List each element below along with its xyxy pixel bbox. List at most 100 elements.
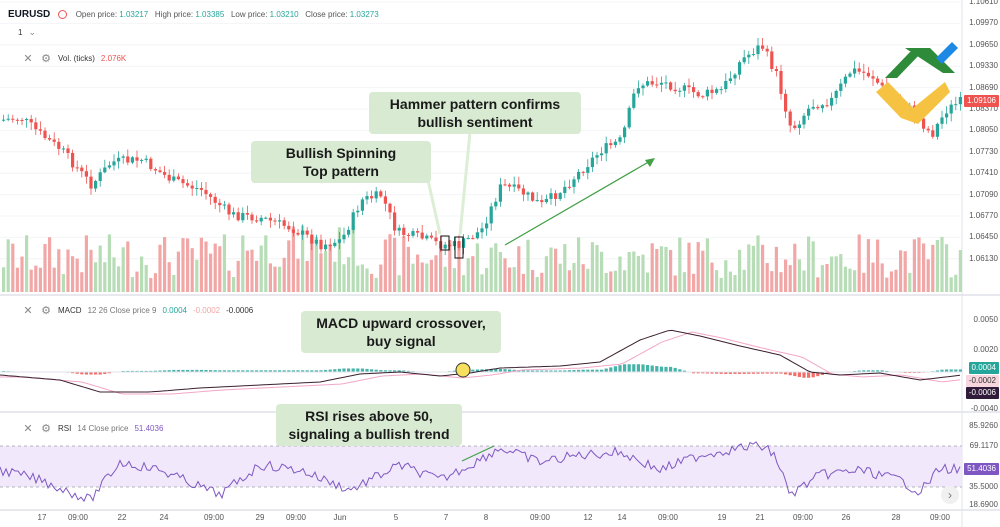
current-price-tag: 1.09106 (964, 95, 999, 107)
gear-icon[interactable]: ⚙ (41, 422, 51, 435)
price-tick-label: 1.07730 (969, 146, 998, 156)
price-tick-label: 1.06130 (969, 253, 998, 263)
macd-callout-line-1: MACD upward crossover, (316, 315, 486, 331)
gear-icon[interactable]: ⚙ (41, 52, 51, 65)
time-tick-label: 5 (393, 513, 399, 522)
spinning-callout-line-2: Top pattern (303, 163, 379, 179)
close-icon[interactable]: ✕ (23, 422, 33, 435)
price-tick-label: 1.09970 (969, 18, 998, 28)
price-tick-label: 1.06770 (969, 211, 998, 220)
spinning-top-callout: Bullish Spinning Top pattern (251, 141, 431, 183)
macd-value-2: -0.0002 (192, 305, 221, 315)
rsi-label: RSI (58, 423, 72, 433)
chevron-down-icon: ⌄ (28, 27, 36, 37)
low-value: 1.03210 (269, 10, 299, 19)
rsi-tick-label: 69.1170 (969, 441, 998, 450)
rsi-tick-label: 18.6900 (969, 500, 998, 509)
rsi-callout-line-1: RSI rises above 50, (305, 408, 433, 424)
macd-callout: MACD upward crossover, buy signal (301, 311, 501, 353)
rsi-plot (0, 441, 962, 503)
volume-label: Vol. (ticks) (58, 53, 95, 63)
time-tick-label: 09:00 (67, 513, 89, 522)
time-tick-label: 7 (443, 513, 449, 522)
volume-legend: ✕ ⚙ Vol. (ticks) 2.076K (22, 52, 127, 65)
time-tick-label: 09:00 (657, 513, 679, 522)
close-icon[interactable]: ✕ (23, 304, 33, 317)
high-label: High price: (154, 10, 194, 19)
macd-value-3: -0.0006 (226, 305, 254, 315)
hammer-callout-line-2: bullish sentiment (417, 114, 533, 130)
chevron-right-icon[interactable]: › (941, 486, 959, 504)
time-tick-label: 28 (891, 513, 901, 522)
rsi-callout-line-2: signaling a bullish trend (288, 426, 450, 442)
price-tick-label: 1.09330 (969, 61, 998, 71)
time-tick-label: 22 (117, 513, 127, 522)
time-tick-label: 21 (755, 513, 765, 522)
rsi-tag: 51.4036 (964, 463, 999, 475)
price-tick-label: 1.10610 (969, 0, 998, 6)
close-icon[interactable]: ✕ (23, 52, 33, 65)
time-tick-label: 12 (583, 513, 593, 522)
hammer-callout: Hammer pattern confirms bullish sentimen… (369, 92, 581, 134)
macd-tick-label: 0.0050 (973, 315, 998, 324)
low-label: Low price: (230, 10, 268, 19)
logo-icon (876, 42, 958, 124)
macd-plot (0, 329, 962, 395)
rsi-callout: RSI rises above 50, signaling a bullish … (276, 404, 462, 446)
price-tick-label: 1.07410 (969, 168, 998, 178)
time-tick-label: 09:00 (285, 513, 307, 522)
chart-header: EURUSD Open price: 1.03217 High price: 1… (8, 9, 379, 20)
interval-value: 1 (18, 28, 23, 37)
time-tick-label: 29 (255, 513, 265, 522)
volume-value: 2.076K (100, 53, 127, 63)
price-tick-label: 1.08050 (969, 125, 998, 135)
macd-tag-line: -0.0006 (965, 387, 999, 399)
macd-params: 12 26 Close price 9 (87, 305, 157, 315)
time-tick-label: 14 (617, 513, 627, 522)
volume-bars (2, 224, 962, 292)
annotations (426, 131, 655, 462)
high-value: 1.03385 (195, 10, 225, 19)
time-tick-label: 09:00 (203, 513, 225, 522)
rsi-tick-label: 35.5000 (969, 482, 998, 491)
close-label: Close price: (305, 10, 348, 19)
macd-callout-line-2: buy signal (366, 333, 436, 349)
time-tick-label: 24 (159, 513, 169, 522)
time-tick-label: 17 (37, 513, 47, 522)
time-tick-label: 19 (717, 513, 727, 522)
price-tick-label: 1.08690 (969, 82, 998, 92)
time-tick-label: 09:00 (529, 513, 551, 522)
open-label: Open price: (75, 10, 118, 19)
macd-legend: ✕ ⚙ MACD 12 26 Close price 9 0.0004 -0.0… (22, 304, 254, 317)
macd-label: MACD (58, 305, 82, 315)
gear-icon[interactable]: ⚙ (41, 304, 51, 317)
interval-select[interactable]: 1 ⌄ (18, 27, 36, 38)
spinning-callout-line-1: Bullish Spinning (285, 145, 397, 161)
macd-tag-signal: 0.0004 (968, 362, 999, 374)
clock-icon[interactable] (58, 10, 68, 19)
macd-value-1: 0.0004 (162, 305, 187, 315)
macd-tick-label: -0.0040 (970, 404, 998, 413)
rsi-tick-label: 85.9260 (969, 421, 998, 430)
time-tick-label: Jun (333, 513, 347, 522)
macd-tick-label: 0.0020 (973, 345, 998, 354)
symbol-label[interactable]: EURUSD (8, 9, 51, 20)
time-tick-label: 09:00 (929, 513, 951, 522)
hammer-callout-line-1: Hammer pattern confirms (389, 96, 561, 112)
close-value: 1.03273 (349, 10, 379, 19)
time-tick-label: 26 (841, 513, 851, 522)
price-tick-label: 1.08370 (969, 104, 998, 113)
rsi-value: 51.4036 (134, 423, 164, 433)
candlesticks (2, 37, 962, 256)
price-tick-label: 1.09650 (969, 39, 998, 49)
time-tick-label: 8 (483, 513, 489, 522)
time-tick-label: 09:00 (792, 513, 814, 522)
rsi-params: 14 Close price (77, 423, 129, 433)
price-tick-label: 1.06450 (969, 232, 998, 242)
rsi-legend: ✕ ⚙ RSI 14 Close price 51.4036 (22, 422, 164, 435)
open-value: 1.03217 (119, 10, 149, 19)
price-tick-label: 1.07090 (969, 189, 998, 199)
macd-tag-hist: -0.0002 (965, 375, 999, 387)
